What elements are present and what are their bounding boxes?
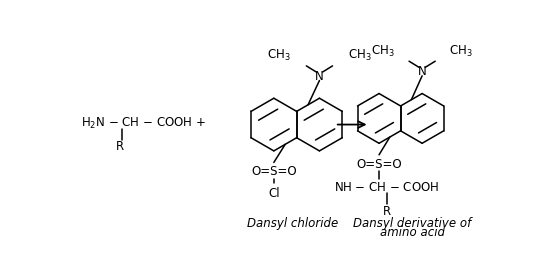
Text: Cl: Cl xyxy=(268,187,280,200)
Text: CH$_3$: CH$_3$ xyxy=(348,48,372,64)
Text: O=S=O: O=S=O xyxy=(251,165,296,178)
Text: N: N xyxy=(315,70,324,83)
Text: R: R xyxy=(383,205,391,218)
Text: NH $-$ CH $-$ COOH: NH $-$ CH $-$ COOH xyxy=(334,181,439,194)
Text: Dansyl derivative of: Dansyl derivative of xyxy=(353,217,471,230)
Text: CH$_3$: CH$_3$ xyxy=(449,44,473,59)
Text: H$_2$N $-$ CH $-$ COOH +: H$_2$N $-$ CH $-$ COOH + xyxy=(81,116,206,131)
Text: CH$_3$: CH$_3$ xyxy=(267,48,291,64)
Text: CH$_3$: CH$_3$ xyxy=(372,44,395,59)
Text: amino acid: amino acid xyxy=(380,226,445,239)
Text: N: N xyxy=(418,65,427,79)
Text: R: R xyxy=(116,140,124,152)
Text: Dansyl chloride: Dansyl chloride xyxy=(247,217,338,230)
Text: O=S=O: O=S=O xyxy=(356,158,402,170)
